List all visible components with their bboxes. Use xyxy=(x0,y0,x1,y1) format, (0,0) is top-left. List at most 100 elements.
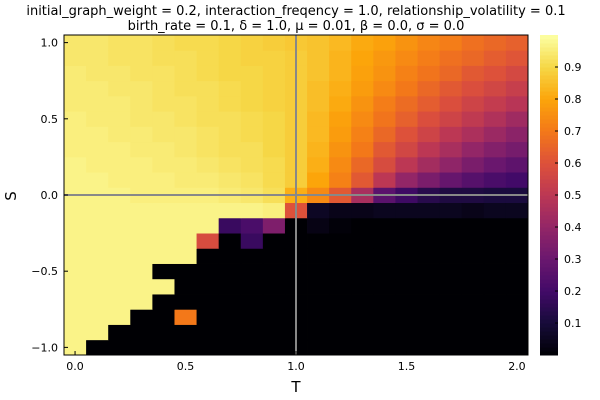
heatmap-cell xyxy=(483,80,507,97)
heatmap-cell xyxy=(483,126,507,143)
heatmap-cell xyxy=(395,126,418,143)
heatmap-cell xyxy=(108,95,131,112)
colorbar-segment xyxy=(540,115,558,120)
heatmap-cell xyxy=(483,172,507,188)
heatmap-cell xyxy=(307,35,330,51)
heatmap-cell xyxy=(64,202,87,219)
heatmap-cell xyxy=(461,309,485,325)
colorbar-tick-label: 0.8 xyxy=(564,93,582,106)
heatmap-cell xyxy=(218,324,242,341)
heatmap-cell xyxy=(329,95,352,112)
heatmap-cell xyxy=(196,80,220,97)
y-tick-label: 1.0 xyxy=(41,37,59,50)
colorbar-segment xyxy=(540,131,558,136)
heatmap-cell xyxy=(218,278,242,295)
heatmap-cell xyxy=(218,172,242,188)
heatmap-cell xyxy=(86,95,109,112)
colorbar-segment xyxy=(540,71,558,76)
heatmap-cell xyxy=(152,50,175,66)
heatmap-cell xyxy=(417,172,441,188)
heatmap-cell xyxy=(395,263,418,280)
heatmap-cell xyxy=(218,65,242,82)
heatmap-cell xyxy=(130,294,153,310)
heatmap-cell xyxy=(240,233,264,249)
colorbar-segment xyxy=(540,287,558,292)
heatmap-cell xyxy=(152,65,175,82)
heatmap-cell xyxy=(218,248,242,264)
heatmap-cell xyxy=(174,324,197,341)
heatmap-cell xyxy=(240,248,264,264)
colorbar-segment xyxy=(540,347,558,352)
heatmap-cell xyxy=(373,202,396,219)
heatmap-cell xyxy=(373,217,396,234)
heatmap-cell xyxy=(64,324,87,341)
heatmap-cell xyxy=(483,263,507,280)
heatmap-cell xyxy=(262,50,286,66)
heatmap-cell xyxy=(307,172,330,188)
colorbar-segment xyxy=(540,39,558,44)
heatmap-cell xyxy=(86,309,109,325)
colorbar-segment xyxy=(540,243,558,248)
colorbar-segment xyxy=(540,247,558,252)
heatmap-cell xyxy=(86,50,109,66)
heatmap-cell xyxy=(64,156,87,173)
heatmap-cell xyxy=(108,278,131,295)
heatmap-cell xyxy=(174,217,197,234)
colorbar-segment xyxy=(540,95,558,100)
colorbar-segment xyxy=(540,91,558,96)
colorbar-segment xyxy=(540,47,558,52)
heatmap-cell xyxy=(461,80,485,97)
heatmap-cell xyxy=(505,95,529,112)
heatmap-cell xyxy=(373,95,396,112)
heatmap-cell xyxy=(218,309,242,325)
heatmap-cell xyxy=(461,172,485,188)
heatmap-cell xyxy=(395,202,418,219)
heatmap-cell xyxy=(196,248,220,264)
heatmap-cell xyxy=(262,126,286,143)
heatmap-cell xyxy=(439,339,463,356)
heatmap-cell xyxy=(439,294,463,310)
heatmap-cell xyxy=(262,65,286,82)
heatmap-cell xyxy=(174,156,197,173)
heatmap-cell xyxy=(262,35,286,51)
heatmap-cell xyxy=(329,65,352,82)
heatmap-cell xyxy=(483,278,507,295)
heatmap-cell xyxy=(329,156,352,173)
colorbar-segment xyxy=(540,127,558,132)
heatmap-cell xyxy=(218,217,242,234)
heatmap-cell xyxy=(395,65,418,82)
heatmap-cell xyxy=(505,263,529,280)
heatmap-cell xyxy=(130,126,153,143)
heatmap-cell xyxy=(351,126,374,143)
x-axis-label: T xyxy=(290,378,301,396)
heatmap-cell xyxy=(218,263,242,280)
heatmap-cell xyxy=(461,65,485,82)
heatmap-cell xyxy=(329,35,352,51)
heatmap-cell xyxy=(395,217,418,234)
heatmap-cell xyxy=(373,339,396,356)
heatmap-cell xyxy=(461,248,485,264)
colorbar-segment xyxy=(540,271,558,276)
heatmap-cell xyxy=(240,111,264,127)
heatmap-cell xyxy=(174,50,197,66)
y-tick-label: 0.5 xyxy=(41,113,59,126)
colorbar-segment xyxy=(540,235,558,240)
heatmap-cell xyxy=(64,95,87,112)
heatmap-cell xyxy=(152,294,175,310)
heatmap-cell xyxy=(240,126,264,143)
heatmap-cell xyxy=(196,339,220,356)
heatmap-cell xyxy=(262,141,286,158)
colorbar-tick-label: 0.3 xyxy=(564,253,582,266)
colorbar-segment xyxy=(540,83,558,88)
heatmap-cell xyxy=(130,248,153,264)
heatmap-cell xyxy=(329,294,352,310)
colorbar-segment xyxy=(540,259,558,264)
x-tick-label: 2.0 xyxy=(508,360,526,373)
colorbar-segment xyxy=(540,63,558,68)
colorbar-segment xyxy=(540,99,558,104)
heatmap-cell xyxy=(461,95,485,112)
heatmap-cell xyxy=(483,294,507,310)
heatmap-cell xyxy=(262,248,286,264)
heatmap-cell xyxy=(373,65,396,82)
heatmap-cell xyxy=(505,126,529,143)
